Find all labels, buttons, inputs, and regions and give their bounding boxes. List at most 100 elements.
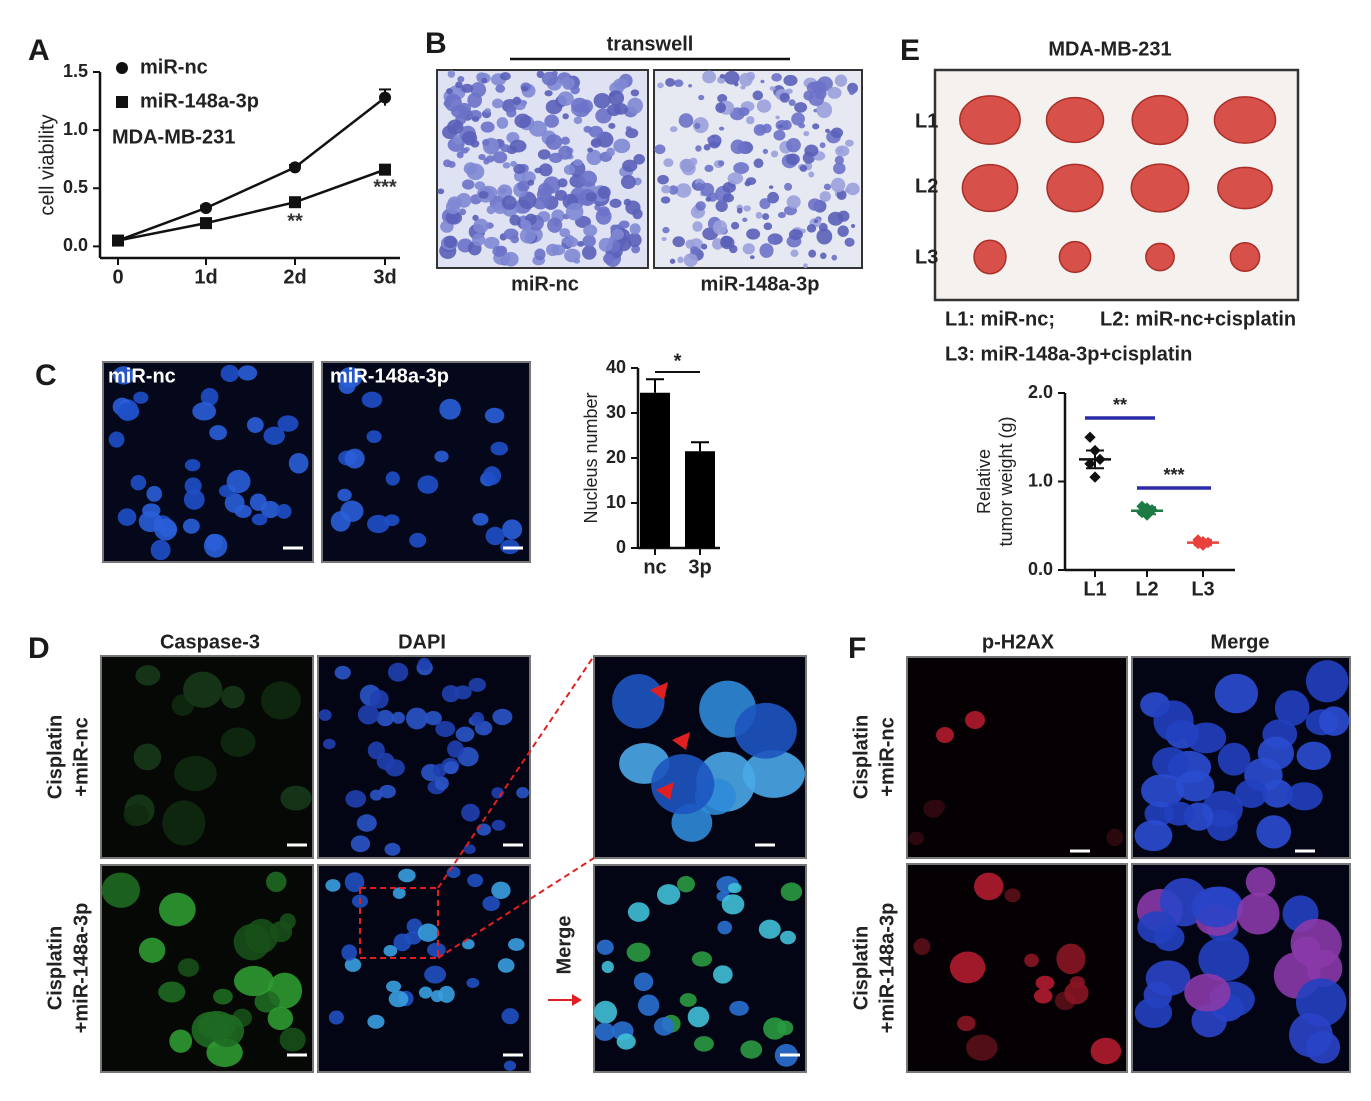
cell — [672, 236, 685, 248]
cell — [1004, 888, 1021, 903]
cell — [461, 83, 474, 93]
cell — [654, 1017, 675, 1036]
cell — [694, 1036, 714, 1052]
cell — [538, 163, 553, 177]
cell — [554, 189, 568, 201]
cell — [827, 86, 842, 99]
cell — [1296, 741, 1331, 771]
cell — [385, 471, 400, 486]
cell — [466, 977, 480, 989]
cell — [835, 145, 850, 157]
cell — [586, 149, 602, 166]
cell — [460, 147, 469, 154]
cell — [597, 186, 611, 200]
cell — [233, 923, 271, 961]
cell — [483, 236, 500, 249]
cell — [391, 711, 405, 724]
cell — [928, 799, 946, 814]
cell — [625, 128, 639, 139]
cell — [1134, 820, 1173, 852]
column-label: DAPI — [398, 631, 446, 653]
title: MDA-MB-231 — [1048, 38, 1171, 60]
cell — [470, 139, 480, 148]
label: miR-148a-3p — [330, 365, 449, 387]
cell — [913, 938, 931, 956]
cell — [338, 367, 363, 388]
cell — [1217, 742, 1251, 776]
y-axis-label: cell viability — [36, 114, 58, 215]
cell — [266, 871, 287, 893]
cell — [509, 214, 521, 226]
cell — [220, 727, 256, 757]
cell — [724, 70, 740, 85]
cell — [213, 988, 233, 1005]
cell — [974, 872, 1004, 901]
cell — [279, 1027, 306, 1052]
cell — [688, 84, 693, 88]
cell — [743, 205, 751, 212]
cell — [393, 933, 412, 952]
cell — [1134, 997, 1173, 1028]
cell — [949, 951, 986, 984]
cell — [830, 127, 844, 138]
cell — [661, 237, 667, 242]
cell — [936, 727, 954, 743]
cell — [446, 119, 464, 135]
cell — [108, 431, 125, 448]
cell — [637, 994, 660, 1016]
cell — [847, 238, 854, 246]
cell — [784, 182, 793, 191]
cell — [668, 185, 679, 195]
y-axis-label: Nucleus number — [581, 392, 601, 523]
cell — [478, 190, 489, 199]
marker — [379, 91, 391, 104]
cell — [276, 504, 292, 519]
cell — [819, 191, 831, 202]
cell — [192, 402, 217, 421]
cell — [1024, 953, 1039, 968]
cell — [837, 225, 849, 237]
cell — [606, 104, 621, 117]
cell — [492, 708, 513, 726]
tumor — [1229, 241, 1261, 273]
row-label: L3 — [915, 246, 938, 268]
x-tick-label: L3 — [1191, 578, 1214, 600]
cell — [1106, 828, 1124, 847]
cell — [174, 755, 217, 792]
cell — [445, 210, 463, 225]
cell — [819, 142, 826, 149]
cell — [620, 175, 636, 189]
cell — [473, 218, 489, 234]
cell — [651, 754, 715, 815]
cell — [501, 195, 517, 210]
cell — [573, 159, 583, 167]
cell — [742, 217, 748, 223]
cell — [476, 823, 492, 836]
cell — [632, 208, 643, 220]
cell — [759, 198, 771, 210]
cell — [763, 222, 773, 231]
cell — [705, 196, 712, 202]
cell — [466, 163, 485, 181]
cell — [834, 155, 844, 165]
cell — [691, 951, 713, 967]
cell — [595, 208, 612, 225]
cell — [1274, 690, 1310, 726]
cell — [142, 503, 161, 518]
images — [100, 68, 1351, 1073]
cell — [234, 504, 252, 518]
cell — [790, 249, 799, 258]
cell — [334, 665, 351, 680]
cell — [561, 77, 575, 89]
cell — [695, 201, 706, 211]
cell — [618, 220, 630, 229]
cell — [376, 709, 394, 727]
cell — [561, 237, 569, 244]
cell — [744, 180, 751, 187]
cell — [798, 123, 806, 129]
cell — [803, 130, 810, 137]
cell — [629, 223, 641, 235]
cell — [384, 842, 401, 856]
cell — [690, 246, 700, 255]
cell — [405, 707, 428, 730]
